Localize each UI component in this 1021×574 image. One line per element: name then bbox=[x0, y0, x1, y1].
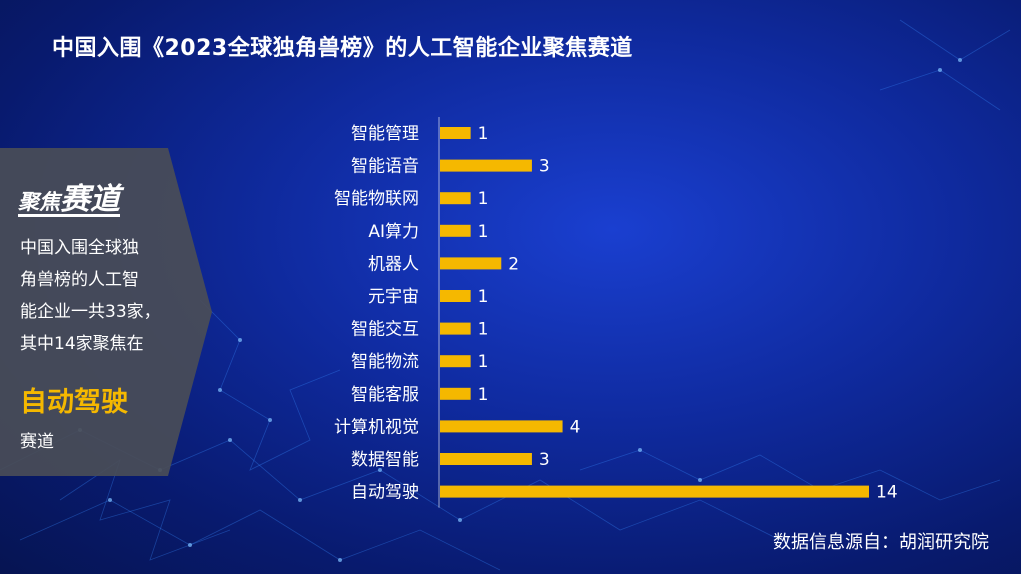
bar bbox=[440, 387, 471, 400]
bar bbox=[440, 290, 471, 302]
value-label: 4 bbox=[570, 417, 581, 437]
side-panel-background bbox=[0, 148, 212, 476]
side-tail: 赛道 bbox=[20, 432, 54, 452]
side-heading-part1: 聚焦 bbox=[18, 190, 60, 214]
side-body-line: 其中14家聚焦在 bbox=[20, 334, 144, 354]
category-label: 计算机视觉 bbox=[334, 417, 419, 437]
value-label: 3 bbox=[539, 450, 550, 470]
category-label: 机器人 bbox=[368, 254, 419, 274]
category-label: 元宇宙 bbox=[368, 287, 419, 307]
page-title: 中国入围《2023全球独角兽榜》的人工智能企业聚焦赛道 bbox=[52, 36, 633, 61]
category-label: 智能管理 bbox=[351, 124, 419, 144]
side-body-line: 中国入围全球独 bbox=[20, 238, 139, 258]
value-label: 3 bbox=[539, 157, 550, 177]
side-heading: 聚焦赛道 bbox=[18, 174, 120, 218]
bar bbox=[440, 192, 471, 205]
bar bbox=[440, 127, 471, 139]
value-label: 1 bbox=[478, 385, 489, 405]
side-heading-part2: 赛道 bbox=[60, 182, 120, 217]
value-label: 14 bbox=[876, 483, 898, 503]
bar bbox=[440, 322, 471, 335]
value-label: 1 bbox=[478, 222, 489, 242]
category-label: 智能物流 bbox=[351, 352, 419, 372]
value-label: 1 bbox=[478, 287, 489, 307]
bar bbox=[440, 257, 502, 270]
bar bbox=[440, 159, 532, 172]
category-label: 智能交互 bbox=[351, 320, 419, 340]
value-label: 1 bbox=[478, 352, 489, 372]
side-highlight: 自动驾驶 bbox=[20, 387, 128, 418]
category-label: AI算力 bbox=[368, 222, 419, 242]
category-label: 智能客服 bbox=[351, 385, 419, 405]
category-label: 智能物联网 bbox=[334, 189, 419, 209]
bar bbox=[440, 224, 471, 237]
category-label: 智能语音 bbox=[351, 157, 419, 177]
side-body-line: 角兽榜的人工智 bbox=[20, 270, 139, 290]
side-body-text: 中国入围全球独 角兽榜的人工智 能企业一共33家， 其中14家聚焦在 bbox=[20, 232, 180, 360]
category-label: 数据智能 bbox=[351, 450, 419, 470]
bar bbox=[440, 355, 471, 368]
value-label: 1 bbox=[478, 124, 489, 144]
bar bbox=[440, 420, 563, 433]
value-label: 1 bbox=[478, 320, 489, 340]
bar bbox=[440, 453, 532, 465]
side-body-line: 能企业一共33家， bbox=[20, 302, 161, 322]
category-label: 自动驾驶 bbox=[351, 483, 419, 503]
side-panel bbox=[0, 148, 212, 476]
bar bbox=[440, 485, 869, 498]
value-label: 1 bbox=[478, 189, 489, 209]
value-label: 2 bbox=[508, 254, 519, 274]
source-note: 数据信息源自：胡润研究院 bbox=[773, 532, 989, 553]
